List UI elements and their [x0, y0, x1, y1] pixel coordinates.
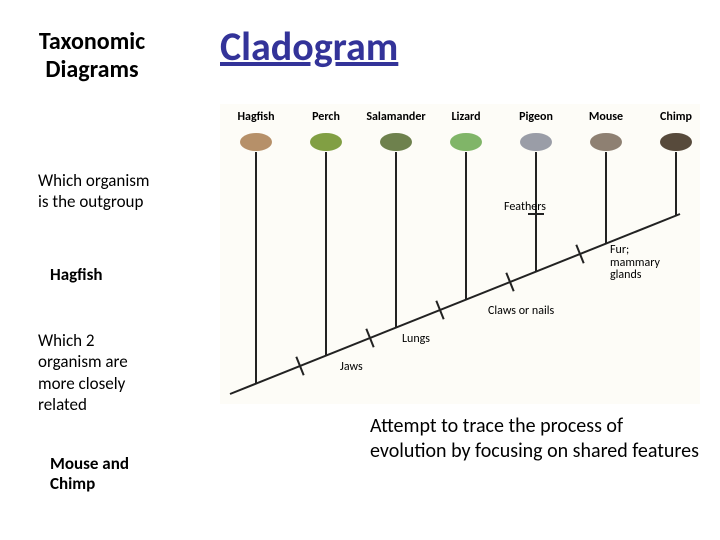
question-outgroup: Which organism is the outgroup — [38, 170, 158, 213]
taxon-label: Hagfish — [237, 110, 274, 124]
caption-text: Attempt to trace the process of evolutio… — [370, 414, 700, 464]
taxon-label: Mouse — [589, 110, 623, 124]
title-left: TaxonomicDiagrams — [12, 28, 172, 83]
answer-related: Mouse and Chimp — [50, 454, 170, 495]
taxon-label: Lizard — [451, 110, 480, 124]
trait-label: Fur;mammaryglands — [610, 244, 660, 282]
trait-label: Lungs — [402, 332, 430, 346]
trait-label: Feathers — [504, 200, 546, 214]
taxon-label: Chimp — [660, 110, 692, 124]
cladogram-diagram: Hagfish Perch Salamander Lizard Pigeon Mouse C… — [220, 104, 700, 404]
taxon-label: Salamander — [366, 110, 425, 124]
trait-label: Jaws — [340, 360, 363, 374]
question-related: Which 2 organism are more closely relate… — [38, 330, 158, 415]
answer-outgroup: Hagfish — [50, 264, 103, 285]
title-main: Cladogram — [220, 22, 398, 71]
trait-label: Claws or nails — [488, 304, 554, 318]
taxon-label: Perch — [312, 110, 340, 124]
taxon-label: Pigeon — [519, 110, 553, 124]
